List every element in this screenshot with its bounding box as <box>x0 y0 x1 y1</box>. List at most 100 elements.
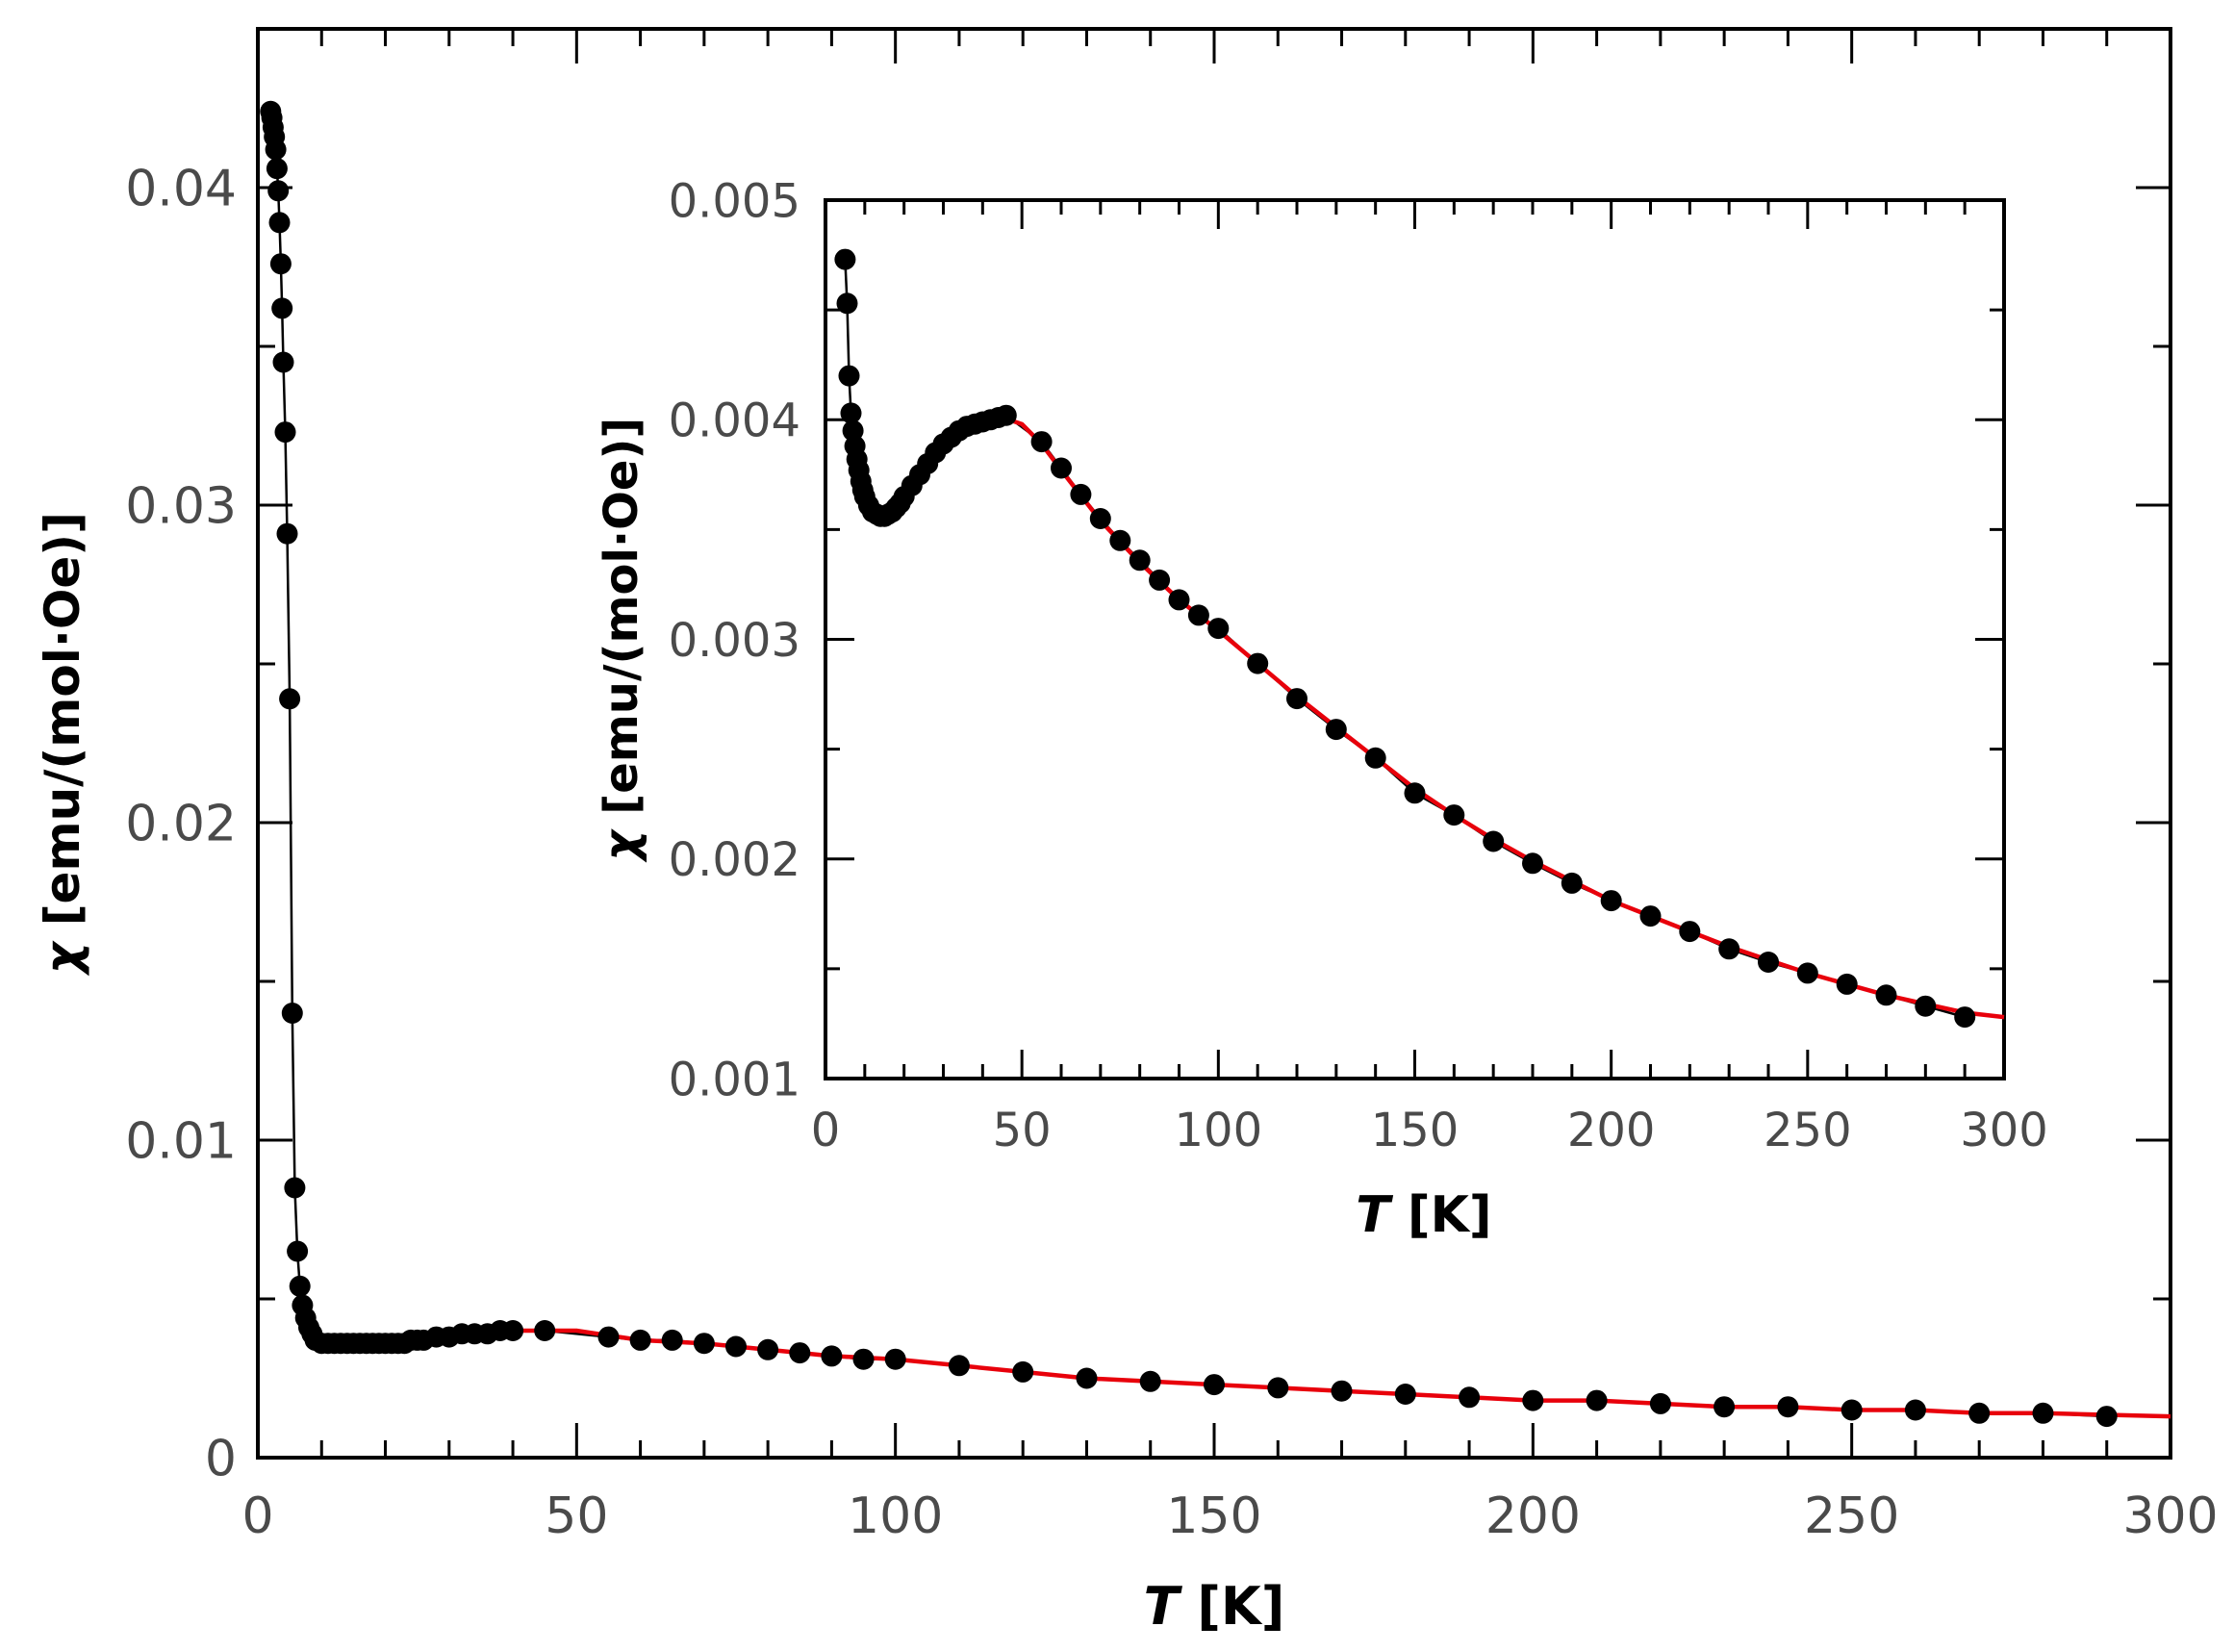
main-data-point <box>1076 1367 1098 1389</box>
main-data-point <box>852 1348 875 1370</box>
inset-data-point <box>1247 652 1269 674</box>
main-data-point <box>274 421 296 444</box>
main-ticks <box>256 27 2172 1460</box>
main-data-point <box>267 180 290 202</box>
main-data-point <box>281 1003 303 1024</box>
main-x-tick-label: 0 <box>241 1487 273 1545</box>
inset-data-point <box>1404 782 1426 804</box>
inset-x-tick-label: 100 <box>1175 1104 1263 1157</box>
main-data-point <box>1267 1377 1289 1399</box>
main-data-point <box>884 1348 906 1370</box>
inset-data-point <box>1089 508 1111 529</box>
inset-fit-line <box>922 415 2005 1020</box>
inset-data-point <box>834 248 856 270</box>
inset-data-point <box>1796 962 1818 984</box>
main-data-point <box>1649 1392 1671 1414</box>
inset-plot: 0 50 100 150 200 250 300 0.001 0.002 0.003 0.004 0.… <box>595 174 2048 1244</box>
main-x-tick-label: 200 <box>1485 1487 1581 1545</box>
main-data-point <box>1139 1370 1161 1392</box>
inset-x-axis-title: T [K] <box>1356 1186 1491 1244</box>
main-x-tick-label: 250 <box>1804 1487 1899 1545</box>
main-data-point <box>725 1335 747 1358</box>
inset-y-tick-label: 0.005 <box>669 174 800 228</box>
inset-x-tick-label: 0 <box>811 1104 841 1157</box>
inset-data-point <box>1149 569 1171 591</box>
main-data-point <box>821 1345 843 1367</box>
main-data-point <box>757 1338 779 1360</box>
main-x-tick-label: 300 <box>2122 1487 2218 1545</box>
main-data-point <box>272 351 294 373</box>
main-x-tick-label: 150 <box>1166 1487 1261 1545</box>
main-plot: 0 50 100 150 200 250 300 0 0.01 0.02 0.03 0.04 T [K… <box>35 27 2219 1637</box>
inset-data-point <box>1483 830 1505 852</box>
main-data-point <box>284 1177 306 1199</box>
inset-x-tick-label: 200 <box>1567 1104 1656 1157</box>
main-data-point <box>1904 1399 1926 1421</box>
inset-data-point <box>1051 457 1072 479</box>
main-x-tick-label: 100 <box>848 1487 943 1545</box>
main-data-point <box>1331 1380 1353 1402</box>
main-y-tick-label: 0.03 <box>125 478 237 536</box>
main-data-point <box>265 139 287 161</box>
inset-data-point <box>1836 973 1858 995</box>
inset-x-tick-label: 300 <box>1960 1104 2048 1157</box>
main-x-axis-unit: [K] <box>1179 1576 1284 1637</box>
main-data-point <box>289 1275 311 1297</box>
inset-data-points <box>834 248 1976 1029</box>
inset-data-point <box>1718 938 1740 960</box>
main-data-point <box>1012 1360 1034 1383</box>
main-y-tick-label: 0.04 <box>125 161 237 218</box>
main-data-point <box>1522 1389 1544 1411</box>
inset-data-point <box>1325 719 1347 741</box>
inset-x-tick-label: 150 <box>1371 1104 1460 1157</box>
inset-data-point <box>840 402 862 424</box>
inset-data-point <box>1109 529 1131 551</box>
inset-ticks <box>824 198 2006 1080</box>
inset-y-tick-label: 0.004 <box>669 394 800 448</box>
inset-y-tick-label: 0.002 <box>669 833 800 887</box>
main-x-axis-symbol: T <box>1144 1576 1183 1637</box>
inset-data-point <box>1443 804 1465 826</box>
inset-tick-labels: 0 50 100 150 200 250 300 0.001 0.002 0.003 0.004 0.… <box>669 174 2048 1157</box>
inset-y-tick-label: 0.003 <box>669 614 800 668</box>
main-y-axis-unit: [emu/(mol·Oe)] <box>35 512 90 943</box>
inset-data-point <box>1561 872 1583 894</box>
main-measured-line <box>269 111 2107 1418</box>
inset-data-point <box>1915 995 1937 1017</box>
inset-data-point <box>1168 589 1190 611</box>
main-data-point <box>1968 1402 1991 1424</box>
inset-data-point <box>1030 431 1053 453</box>
main-plot-frame <box>256 27 2172 1460</box>
inset-y-tick-label: 0.001 <box>669 1053 800 1106</box>
main-data-point <box>1714 1396 1736 1418</box>
inset-data-point <box>1286 688 1307 710</box>
inset-data-point <box>838 365 860 387</box>
main-data-point <box>271 297 293 319</box>
inset-data-point <box>1187 604 1209 626</box>
main-data-point <box>597 1326 620 1348</box>
main-data-point <box>693 1333 715 1355</box>
inset-data-point <box>1639 905 1662 928</box>
inset-data-point <box>1875 984 1897 1006</box>
main-data-point <box>1777 1396 1799 1418</box>
main-data-point <box>534 1320 556 1341</box>
main-y-axis-title: χ [emu/(mol·Oe)] <box>35 512 90 977</box>
main-data-point <box>2032 1402 2054 1424</box>
inset-data-point <box>1679 921 1701 943</box>
inset-data-point <box>1070 483 1092 505</box>
main-data-point <box>661 1329 683 1351</box>
inset-x-axis-unit: [K] <box>1390 1186 1492 1244</box>
main-data-points <box>260 100 2118 1428</box>
main-data-point <box>269 253 292 275</box>
main-x-tick-label: 50 <box>545 1487 608 1545</box>
inset-data-point <box>1207 618 1230 640</box>
inset-data-point <box>1522 852 1543 875</box>
main-data-point <box>2095 1406 2118 1428</box>
inset-x-tick-label: 250 <box>1764 1104 1852 1157</box>
inset-data-point <box>1600 890 1622 912</box>
main-data-point <box>287 1240 309 1262</box>
inset-x-tick-label: 50 <box>993 1104 1052 1157</box>
main-data-point <box>276 522 298 545</box>
main-y-tick-label: 0 <box>205 1431 237 1488</box>
